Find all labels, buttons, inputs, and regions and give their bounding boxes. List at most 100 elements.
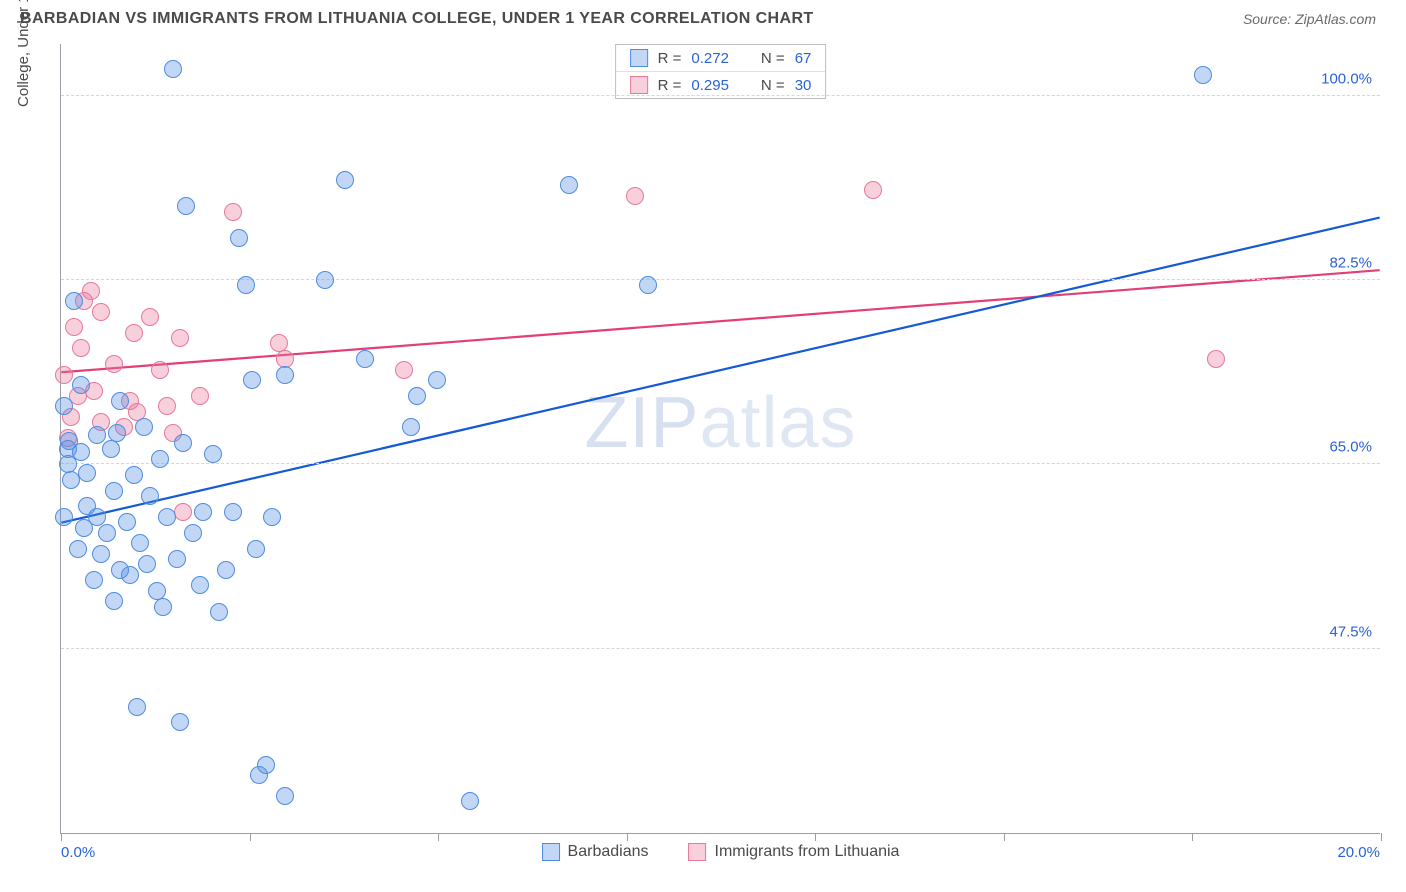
- trend-lines: [61, 44, 1380, 833]
- data-point: [204, 445, 222, 463]
- data-point: [164, 60, 182, 78]
- r-label: R =: [658, 50, 682, 67]
- data-point: [171, 329, 189, 347]
- legend-label-lithuania: Immigrants from Lithuania: [714, 843, 899, 861]
- data-point: [316, 271, 334, 289]
- data-point: [237, 276, 255, 294]
- x-tick: [438, 833, 439, 841]
- data-point: [461, 792, 479, 810]
- data-point: [72, 443, 90, 461]
- data-point: [92, 545, 110, 563]
- x-tick: [61, 833, 62, 841]
- correlation-legend: R = 0.272 N = 67 R = 0.295 N = 30: [615, 44, 827, 99]
- plot-region: ZIPatlas R = 0.272 N = 67 R = 0.295 N = …: [60, 44, 1380, 834]
- data-point: [102, 440, 120, 458]
- x-tick: [1004, 833, 1005, 841]
- swatch-lithuania-icon: [630, 76, 648, 94]
- data-point: [72, 376, 90, 394]
- data-point: [217, 561, 235, 579]
- data-point: [158, 397, 176, 415]
- y-tick-label: 82.5%: [1329, 255, 1372, 272]
- data-point: [55, 508, 73, 526]
- data-point: [626, 187, 644, 205]
- legend-item-barbadians: Barbadians: [542, 843, 649, 861]
- data-point: [191, 576, 209, 594]
- data-point: [158, 508, 176, 526]
- data-point: [194, 503, 212, 521]
- chart-header: BARBADIAN VS IMMIGRANTS FROM LITHUANIA C…: [0, 0, 1406, 34]
- correlation-row-barbadians: R = 0.272 N = 67: [616, 45, 826, 71]
- data-point: [428, 371, 446, 389]
- data-point: [247, 540, 265, 558]
- trend-line: [61, 218, 1379, 523]
- data-point: [105, 482, 123, 500]
- data-point: [138, 555, 156, 573]
- n-label: N =: [761, 77, 785, 94]
- data-point: [210, 603, 228, 621]
- data-point: [230, 229, 248, 247]
- n-value-lithuania: 30: [795, 77, 812, 94]
- data-point: [560, 176, 578, 194]
- data-point: [224, 203, 242, 221]
- data-point: [92, 303, 110, 321]
- data-point: [395, 361, 413, 379]
- data-point: [174, 503, 192, 521]
- gridline: [61, 463, 1380, 464]
- data-point: [72, 339, 90, 357]
- data-point: [151, 450, 169, 468]
- data-point: [168, 550, 186, 568]
- trend-line: [61, 270, 1379, 372]
- data-point: [105, 355, 123, 373]
- data-point: [1207, 350, 1225, 368]
- data-point: [224, 503, 242, 521]
- data-point: [82, 282, 100, 300]
- data-point: [151, 361, 169, 379]
- data-point: [55, 397, 73, 415]
- data-point: [154, 598, 172, 616]
- data-point: [191, 387, 209, 405]
- x-axis-max-label: 20.0%: [1337, 844, 1380, 861]
- data-point: [131, 534, 149, 552]
- swatch-barbadians-icon: [542, 843, 560, 861]
- data-point: [55, 366, 73, 384]
- data-point: [125, 324, 143, 342]
- data-point: [356, 350, 374, 368]
- data-point: [65, 318, 83, 336]
- data-point: [184, 524, 202, 542]
- data-point: [62, 471, 80, 489]
- data-point: [128, 698, 146, 716]
- r-label: R =: [658, 77, 682, 94]
- gridline: [61, 95, 1380, 96]
- x-tick: [815, 833, 816, 841]
- data-point: [402, 418, 420, 436]
- data-point: [78, 464, 96, 482]
- data-point: [65, 292, 83, 310]
- source-attribution: Source: ZipAtlas.com: [1243, 11, 1376, 27]
- x-axis-min-label: 0.0%: [61, 844, 95, 861]
- data-point: [1194, 66, 1212, 84]
- data-point: [118, 513, 136, 531]
- data-point: [257, 756, 275, 774]
- n-value-barbadians: 67: [795, 50, 812, 67]
- data-point: [121, 566, 139, 584]
- swatch-barbadians-icon: [630, 49, 648, 67]
- x-tick: [1192, 833, 1193, 841]
- data-point: [111, 392, 129, 410]
- data-point: [108, 424, 126, 442]
- n-label: N =: [761, 50, 785, 67]
- source-name: ZipAtlas.com: [1295, 11, 1376, 27]
- source-prefix: Source:: [1243, 11, 1295, 27]
- x-tick: [1381, 833, 1382, 841]
- y-tick-label: 65.0%: [1329, 439, 1372, 456]
- data-point: [276, 787, 294, 805]
- data-point: [69, 540, 87, 558]
- data-point: [864, 181, 882, 199]
- data-point: [276, 366, 294, 384]
- data-point: [141, 487, 159, 505]
- data-point: [141, 308, 159, 326]
- data-point: [125, 466, 143, 484]
- data-point: [263, 508, 281, 526]
- data-point: [98, 524, 116, 542]
- data-point: [174, 434, 192, 452]
- data-point: [408, 387, 426, 405]
